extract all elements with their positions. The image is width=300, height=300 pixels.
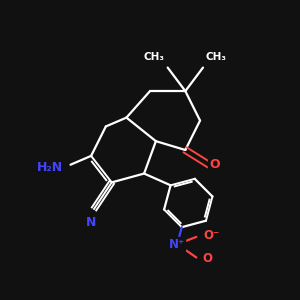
Text: O⁻: O⁻ — [204, 229, 220, 242]
Text: CH₃: CH₃ — [144, 52, 165, 62]
Text: H₂N: H₂N — [37, 161, 63, 174]
Text: O: O — [202, 253, 212, 266]
Text: N: N — [86, 216, 96, 229]
Text: N⁺: N⁺ — [169, 238, 185, 251]
Text: O: O — [209, 158, 220, 171]
Text: CH₃: CH₃ — [206, 52, 227, 62]
